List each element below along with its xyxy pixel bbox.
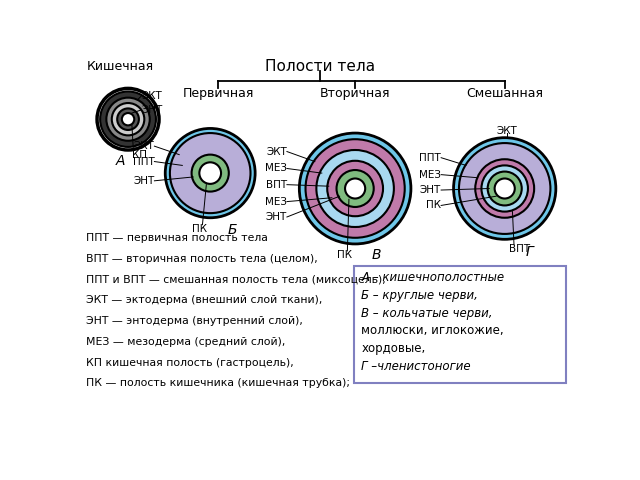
Circle shape bbox=[122, 113, 134, 125]
Text: ПК: ПК bbox=[426, 201, 441, 210]
Circle shape bbox=[100, 92, 156, 147]
Circle shape bbox=[488, 171, 522, 205]
Text: МЕЗ: МЕЗ bbox=[265, 197, 287, 206]
Text: ЭНТ: ЭНТ bbox=[420, 185, 441, 195]
Circle shape bbox=[495, 179, 515, 199]
Circle shape bbox=[300, 133, 411, 244]
Circle shape bbox=[327, 161, 383, 216]
Text: ЭКТ: ЭКТ bbox=[266, 146, 287, 156]
Text: ЭНТ: ЭНТ bbox=[142, 105, 163, 115]
Text: ЭКТ: ЭКТ bbox=[142, 91, 163, 101]
Text: А: А bbox=[116, 154, 125, 168]
Text: ВПТ: ВПТ bbox=[266, 180, 287, 190]
Circle shape bbox=[476, 159, 534, 218]
Circle shape bbox=[112, 103, 145, 135]
Text: Б: Б bbox=[227, 223, 237, 237]
Circle shape bbox=[459, 143, 550, 234]
Text: ППТ: ППТ bbox=[419, 153, 441, 163]
Circle shape bbox=[117, 108, 139, 130]
Text: Вторичная: Вторичная bbox=[320, 86, 390, 99]
Text: Первичная: Первичная bbox=[182, 86, 253, 99]
Text: МЕЗ: МЕЗ bbox=[419, 169, 441, 180]
Text: ЭКТ: ЭКТ bbox=[134, 141, 154, 151]
Text: ЭНТ: ЭНТ bbox=[133, 176, 154, 186]
Circle shape bbox=[170, 133, 250, 213]
Text: ППТ: ППТ bbox=[132, 156, 154, 167]
Circle shape bbox=[481, 166, 528, 212]
Text: Смешанная: Смешанная bbox=[466, 86, 543, 99]
Circle shape bbox=[199, 162, 221, 184]
Text: хордовые,: хордовые, bbox=[362, 342, 426, 355]
FancyBboxPatch shape bbox=[353, 265, 566, 383]
Text: ЭНТ: ЭНТ bbox=[266, 212, 287, 222]
Text: ЭКТ — эктодерма (внешний слой ткани),: ЭКТ — эктодерма (внешний слой ткани), bbox=[86, 295, 323, 305]
Text: МЕЗ: МЕЗ bbox=[265, 164, 287, 173]
Text: Г: Г bbox=[525, 245, 533, 259]
Text: В – кольчатые черви,: В – кольчатые черви, bbox=[362, 307, 493, 320]
Text: ПК — полость кишечника (кишечная трубка);: ПК — полость кишечника (кишечная трубка)… bbox=[86, 378, 350, 388]
Text: Полости тела: Полости тела bbox=[265, 60, 375, 74]
Circle shape bbox=[337, 170, 374, 207]
Circle shape bbox=[454, 138, 556, 240]
Circle shape bbox=[106, 97, 150, 141]
Text: ЭНТ — энтодерма (внутренний слой),: ЭНТ — энтодерма (внутренний слой), bbox=[86, 316, 303, 326]
Text: ПК: ПК bbox=[337, 250, 352, 260]
Text: ЭКТ: ЭКТ bbox=[497, 126, 517, 136]
Text: МЕЗ — мезодерма (средний слой),: МЕЗ — мезодерма (средний слой), bbox=[86, 337, 285, 347]
Text: ППТ и ВПТ — смешанная полость тела (миксоцель),: ППТ и ВПТ — смешанная полость тела (микс… bbox=[86, 275, 386, 284]
Text: Б – круглые черви,: Б – круглые черви, bbox=[362, 289, 478, 302]
Text: моллюски, иглокожие,: моллюски, иглокожие, bbox=[362, 324, 504, 337]
Text: ППТ — первичная полость тела: ППТ — первичная полость тела bbox=[86, 233, 268, 243]
Text: В: В bbox=[372, 248, 381, 262]
Text: А – кишечнополостные: А – кишечнополостные bbox=[362, 271, 504, 284]
Circle shape bbox=[305, 139, 404, 238]
Text: ПК: ПК bbox=[192, 224, 207, 234]
Circle shape bbox=[345, 179, 365, 199]
Text: Кишечная: Кишечная bbox=[87, 60, 154, 73]
Circle shape bbox=[165, 129, 255, 218]
Circle shape bbox=[191, 155, 229, 192]
Text: Г –членистоногие: Г –членистоногие bbox=[362, 360, 471, 373]
Text: КП: КП bbox=[132, 150, 147, 160]
Circle shape bbox=[316, 150, 394, 227]
Text: ВПТ — вторичная полость тела (целом),: ВПТ — вторичная полость тела (целом), bbox=[86, 253, 318, 264]
Circle shape bbox=[97, 88, 159, 150]
Text: КП кишечная полость (гастроцель),: КП кишечная полость (гастроцель), bbox=[86, 358, 294, 368]
Text: ВПТ: ВПТ bbox=[509, 243, 530, 253]
